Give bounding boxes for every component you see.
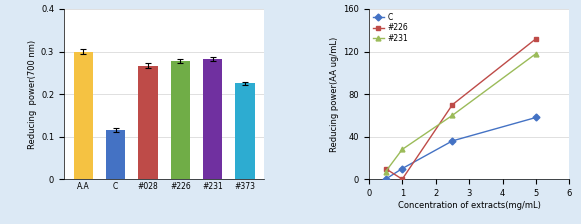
- X-axis label: Concentration of extracts(mg/mL): Concentration of extracts(mg/mL): [397, 201, 540, 210]
- #231: [382, 170, 389, 173]
- C: [399, 167, 406, 170]
- Bar: [138, 66, 157, 179]
- Line: #231: #231: [383, 51, 539, 174]
- Bar: [203, 59, 223, 179]
- Y-axis label: Reducing power(AA ug/mL): Reducing power(AA ug/mL): [330, 37, 339, 152]
- #226: [399, 178, 406, 181]
- C: [449, 140, 456, 142]
- Y-axis label: Reducing  power(700 nm): Reducing power(700 nm): [28, 39, 37, 149]
- Line: C: C: [383, 115, 539, 182]
- Bar: [106, 130, 125, 179]
- #231: [399, 148, 406, 151]
- #226: [532, 37, 539, 40]
- Line: #226: #226: [383, 36, 539, 182]
- Bar: [235, 84, 255, 179]
- C: [382, 178, 389, 181]
- #231: [532, 52, 539, 55]
- #231: [449, 114, 456, 117]
- Bar: [74, 52, 93, 179]
- #226: [382, 167, 389, 170]
- Bar: [171, 61, 190, 179]
- #226: [449, 103, 456, 106]
- C: [532, 116, 539, 119]
- Legend: C, #226, #231: C, #226, #231: [372, 13, 408, 43]
